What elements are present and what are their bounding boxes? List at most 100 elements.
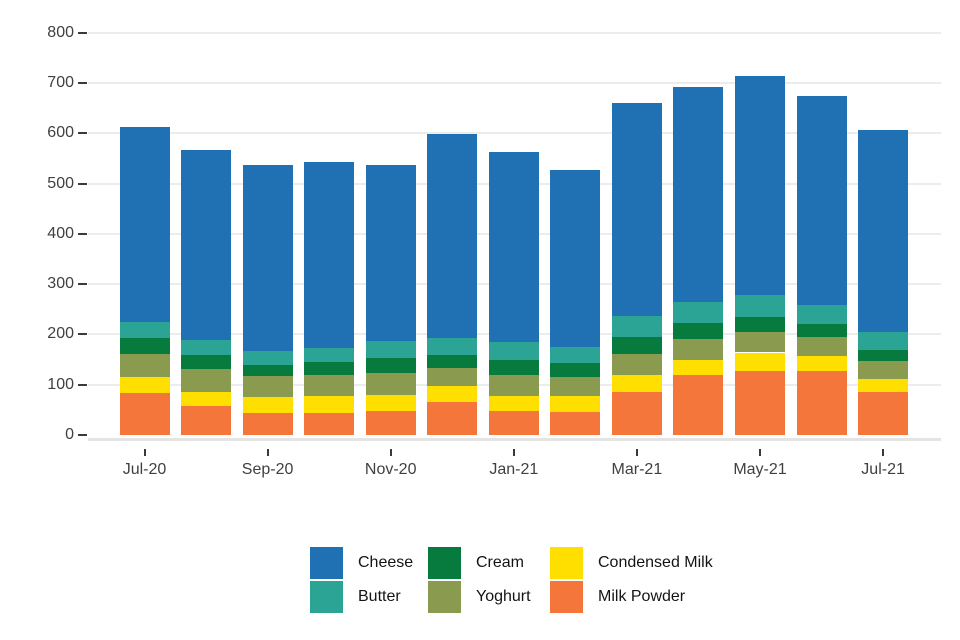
bar-segment[interactable] — [858, 331, 909, 351]
bar-segment[interactable] — [796, 371, 847, 435]
bar-segment[interactable] — [858, 379, 909, 392]
legend-item[interactable]: Cream — [428, 547, 524, 579]
bar-segment[interactable] — [673, 323, 724, 340]
bar-segment[interactable] — [119, 127, 170, 323]
y-axis-tick — [78, 182, 87, 185]
bar-segment[interactable] — [242, 396, 293, 413]
bar-segment[interactable] — [550, 396, 601, 412]
bar-segment[interactable] — [181, 339, 232, 355]
bar-segment[interactable] — [181, 405, 232, 435]
bar-segment[interactable] — [488, 410, 539, 435]
bar-segment[interactable] — [735, 332, 785, 353]
bar-segment[interactable] — [304, 374, 355, 397]
bar-segment[interactable] — [673, 87, 724, 302]
bar-segment[interactable] — [119, 322, 170, 339]
bar-segment[interactable] — [181, 368, 232, 392]
legend-item[interactable]: Condensed Milk — [550, 547, 713, 579]
y-axis-label: 800 — [47, 23, 74, 41]
bar-segment[interactable] — [181, 354, 232, 369]
bar-segment[interactable] — [550, 169, 601, 348]
bar-segment[interactable] — [427, 134, 478, 338]
bar-segment[interactable] — [427, 337, 478, 355]
bar-segment[interactable] — [119, 338, 170, 354]
bar-segment[interactable] — [735, 76, 785, 295]
bar-segment[interactable] — [488, 359, 539, 375]
bar-segment[interactable] — [365, 358, 416, 373]
x-axis-label: Nov-20 — [364, 461, 417, 478]
bar-segment[interactable] — [427, 386, 478, 402]
bar-segment[interactable] — [242, 350, 293, 365]
bar-segment[interactable] — [304, 361, 355, 375]
bar-segment[interactable] — [427, 354, 478, 368]
y-axis-tick — [78, 333, 87, 336]
bar-segment[interactable] — [673, 339, 724, 360]
bar-segment[interactable] — [611, 354, 662, 376]
bar-segment[interactable] — [858, 130, 909, 332]
y-axis-label: 500 — [47, 174, 74, 192]
bar-segment[interactable] — [796, 305, 847, 325]
bar-segment[interactable] — [242, 364, 293, 377]
y-axis-tick — [78, 81, 87, 84]
legend-item[interactable]: Milk Powder — [550, 581, 685, 613]
bar-segment[interactable] — [365, 394, 416, 411]
x-axis-label: May-21 — [733, 461, 787, 478]
bar-segment[interactable] — [304, 161, 355, 349]
legend-label: Butter — [358, 588, 401, 605]
bar-segment[interactable] — [181, 150, 232, 340]
bar-segment[interactable] — [304, 348, 355, 362]
bar-segment[interactable] — [796, 356, 847, 372]
bar-segment[interactable] — [550, 411, 601, 435]
bar-segment[interactable] — [673, 375, 724, 435]
bar-segment[interactable] — [673, 359, 724, 376]
x-axis-tick — [759, 449, 761, 456]
bar-segment[interactable] — [365, 164, 416, 342]
bar-segment[interactable] — [858, 391, 909, 435]
bar-segment[interactable] — [242, 376, 293, 397]
bar-segment[interactable] — [119, 376, 170, 393]
bar-segment[interactable] — [735, 294, 785, 317]
bar-segment[interactable] — [673, 301, 724, 324]
x-axis-label: Sep-20 — [241, 461, 294, 478]
bar-segment[interactable] — [735, 352, 785, 371]
bar-segment[interactable] — [427, 367, 478, 387]
bar-segment[interactable] — [796, 324, 847, 337]
bar-segment[interactable] — [796, 95, 847, 306]
bar-segment[interactable] — [550, 377, 601, 397]
y-gridline — [88, 31, 941, 34]
bar-segment[interactable] — [119, 392, 170, 435]
legend-item[interactable]: Yoghurt — [428, 581, 531, 613]
bar-segment[interactable] — [365, 341, 416, 359]
bar-segment[interactable] — [858, 350, 909, 362]
bar-segment[interactable] — [365, 410, 416, 435]
y-axis-label: 300 — [47, 275, 74, 293]
bar-segment[interactable] — [611, 375, 662, 392]
bar-segment[interactable] — [488, 395, 539, 411]
y-axis-label: 400 — [47, 224, 74, 242]
bar-segment[interactable] — [858, 361, 909, 380]
bar-segment[interactable] — [611, 103, 662, 316]
bar-segment[interactable] — [611, 315, 662, 338]
bar-segment[interactable] — [427, 401, 478, 435]
bar-segment[interactable] — [550, 347, 601, 364]
legend-item[interactable]: Butter — [310, 581, 401, 613]
bar-segment[interactable] — [242, 164, 293, 351]
bar-segment[interactable] — [242, 412, 293, 435]
bar-segment[interactable] — [304, 396, 355, 414]
bar-segment[interactable] — [611, 391, 662, 435]
bar-segment[interactable] — [550, 363, 601, 378]
bar-segment[interactable] — [488, 342, 539, 360]
bar-segment[interactable] — [611, 337, 662, 354]
bar-segment[interactable] — [365, 372, 416, 395]
bar-segment[interactable] — [735, 316, 785, 333]
bar-segment[interactable] — [796, 336, 847, 357]
bar-segment[interactable] — [488, 374, 539, 396]
bar-segment[interactable] — [304, 413, 355, 435]
x-axis-tick — [143, 449, 146, 456]
bar-segment[interactable] — [181, 391, 232, 406]
legend-item[interactable]: Cheese — [310, 547, 413, 579]
bar-segment[interactable] — [735, 370, 785, 435]
legend-swatch-butter — [310, 581, 343, 613]
x-axis-label: Mar-21 — [611, 461, 663, 478]
bar-segment[interactable] — [119, 353, 170, 377]
bar-segment[interactable] — [488, 152, 539, 343]
